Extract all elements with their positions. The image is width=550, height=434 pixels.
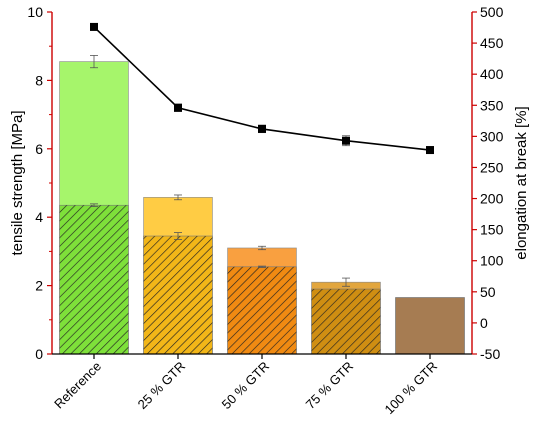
y2-tick-label-7: 300	[480, 128, 504, 144]
y-axis-label: tensile strength [MPa]	[9, 110, 26, 255]
y2-tick-label-8: 350	[480, 97, 504, 113]
y2-axis-label: elongation at break [%]	[513, 106, 530, 259]
error-bar-total-2	[258, 245, 266, 251]
elongation-point-2	[258, 124, 266, 133]
error-bar-inner-2	[258, 265, 266, 268]
y-tick-label-2: 4	[35, 209, 43, 225]
elongation-point-0	[90, 22, 98, 31]
bar-inner-hatch-3	[311, 289, 381, 354]
y2-tick-label-6: 250	[480, 159, 504, 175]
elongation-series	[90, 22, 434, 155]
x-tick-label-2: 50 % GTR	[219, 359, 273, 413]
y2-tick-label-1: 0	[480, 315, 488, 331]
elongation-point-3	[342, 136, 350, 145]
y-tick-label-5: 10	[27, 4, 43, 20]
error-bar-total-0	[90, 55, 98, 69]
bar-inner-4	[395, 297, 465, 355]
y2-tick-label-10: 450	[480, 35, 504, 51]
bar-inner-hatch-2	[227, 266, 297, 354]
y-tick-label-4: 8	[35, 72, 43, 88]
x-tick-label-1: 25 % GTR	[135, 359, 189, 413]
elongation-point-1	[174, 103, 182, 112]
error-bar-inner-1	[174, 232, 182, 240]
y-tick-label-0: 0	[35, 346, 43, 362]
y-tick-label-3: 6	[35, 141, 43, 157]
bar-layer	[59, 55, 465, 355]
y2-tick-label-9: 400	[480, 66, 504, 82]
y-tick-label-1: 2	[35, 278, 43, 294]
x-tick-label-4: 100 % GTR	[381, 359, 440, 418]
y2-tick-label-11: 500	[480, 4, 504, 20]
y2-tick-label-4: 150	[480, 222, 504, 238]
y2-tick-label-3: 100	[480, 253, 504, 269]
bar-inner-hatch-1	[143, 236, 213, 354]
x-tick-label-3: 75 % GTR	[303, 359, 357, 413]
y2-tick-label-2: 50	[480, 284, 496, 300]
x-tick-label-0: Reference	[51, 359, 104, 412]
elongation-point-4	[426, 146, 434, 155]
y2-tick-label-0: -50	[480, 346, 500, 362]
error-bar-total-3	[342, 277, 350, 287]
error-bar-total-1	[174, 194, 182, 201]
y2-tick-label-5: 200	[480, 191, 504, 207]
bar-inner-hatch-0	[59, 205, 129, 354]
error-bar-inner-0	[90, 203, 98, 207]
